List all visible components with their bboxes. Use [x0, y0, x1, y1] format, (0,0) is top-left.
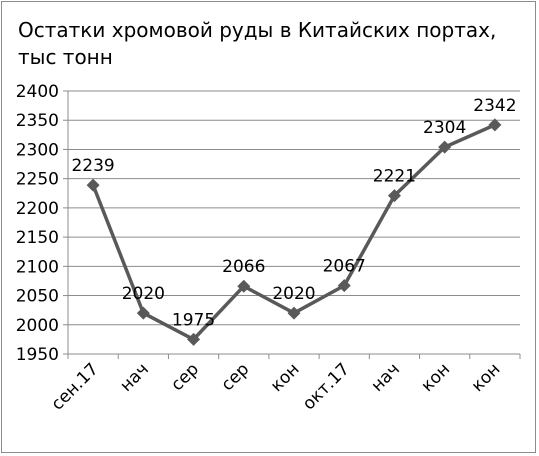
data-point-marker — [387, 189, 401, 203]
series-layer — [86, 118, 502, 346]
chart-title-line-2: тыс тонн — [18, 45, 113, 69]
y-tick-label: 2400 — [16, 82, 59, 102]
data-label: 2020 — [122, 284, 165, 304]
data-point-marker — [287, 306, 301, 320]
chart-title-line-1: Остатки хромовой руды в Китайских портах… — [18, 18, 497, 42]
x-tick-label: кон — [468, 359, 505, 396]
data-label: 2221 — [373, 167, 416, 187]
x-tick-label: сер — [167, 359, 203, 395]
data-label: 2304 — [423, 118, 466, 138]
y-tick-label: 2200 — [16, 199, 59, 219]
x-tick-label: кон — [418, 359, 455, 396]
data-point-marker — [337, 279, 351, 293]
data-point-marker — [136, 306, 150, 320]
x-tick-label: окт.17 — [299, 359, 354, 414]
x-tick-label: сен.17 — [48, 359, 103, 414]
data-label: 2067 — [323, 257, 366, 277]
data-labels: 2239 2020 1975 2066 2020 2067 2221 2304 2342 — [71, 96, 516, 330]
data-point-marker — [438, 140, 452, 154]
x-tick-label: кон — [267, 359, 304, 396]
data-label: 2066 — [222, 257, 265, 277]
data-point-marker — [237, 279, 251, 293]
x-tick-label: нач — [368, 359, 404, 395]
gridlines — [68, 90, 520, 326]
y-tick-label: 2050 — [16, 287, 59, 307]
x-tick-label: нач — [116, 359, 152, 395]
data-label: 2239 — [71, 156, 114, 176]
data-label: 2342 — [473, 96, 516, 116]
data-label: 1975 — [172, 310, 215, 330]
axes — [63, 90, 521, 359]
y-tick-label: 2300 — [16, 140, 59, 160]
y-tick-label: 1950 — [16, 345, 59, 365]
data-point-marker — [488, 118, 502, 132]
y-tick-label: 2350 — [16, 111, 59, 131]
y-tick-label: 2250 — [16, 170, 59, 190]
chart-title: Остатки хромовой руды в Китайских портах… — [18, 17, 498, 71]
y-tick-label: 2000 — [16, 316, 59, 336]
data-point-marker — [86, 178, 100, 192]
data-point-marker — [187, 332, 201, 346]
x-tick-label: сер — [218, 359, 254, 395]
data-label: 2020 — [272, 284, 315, 304]
y-tick-label: 2150 — [16, 228, 59, 248]
y-tick-label: 2100 — [16, 257, 59, 277]
y-axis-ticks: 1950 2000 2050 2100 2150 2200 2250 2300 2350 2400 — [16, 82, 59, 365]
